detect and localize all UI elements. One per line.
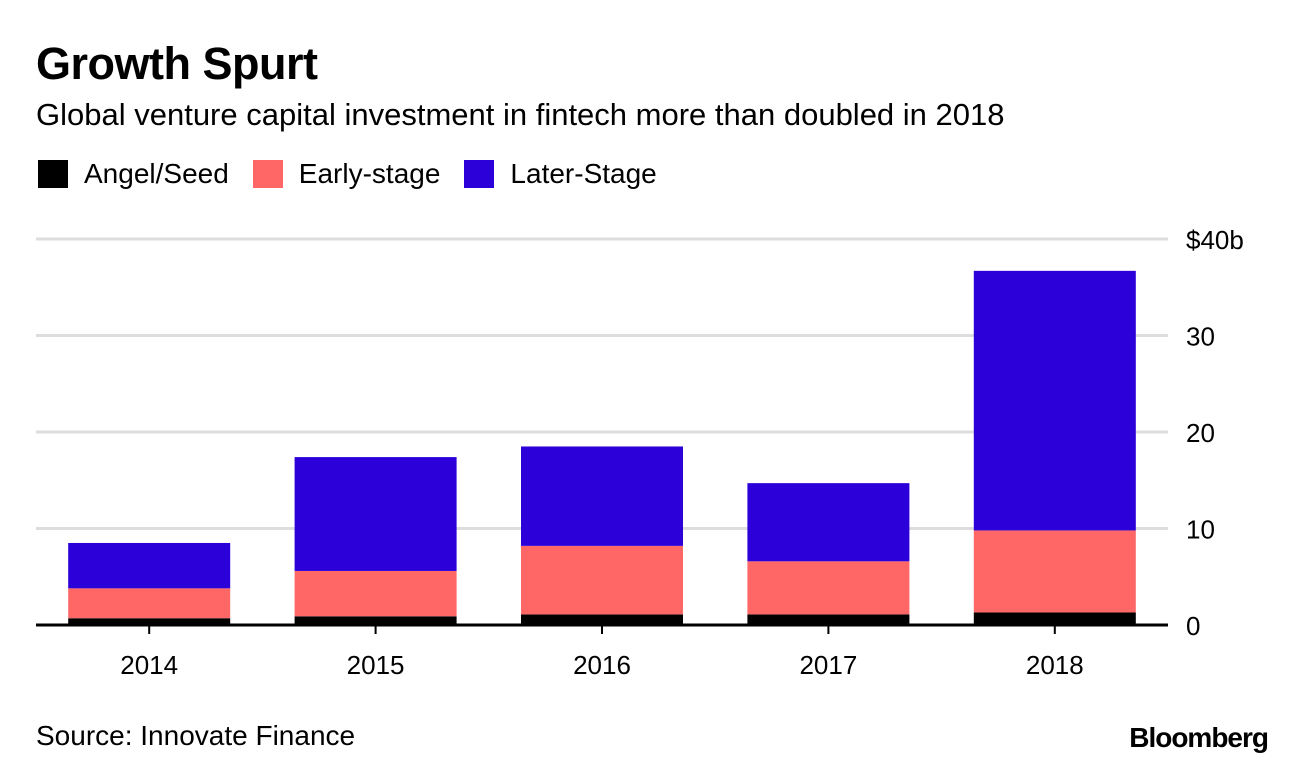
y-tick-label: $40b [1186,225,1244,255]
bar-later-stage-2017 [747,483,910,562]
y-tick-label: 0 [1186,611,1200,641]
bar-early-stage-2018 [973,530,1136,613]
y-tick-label: 30 [1186,322,1215,352]
bar-early-stage-2014 [68,588,231,619]
x-tick-label: 2015 [347,650,405,680]
bar-early-stage-2016 [521,545,683,615]
bar-angel-seed-2018 [973,612,1136,625]
axes: 0 10 20 30 $40b 2014 2015 2016 2017 2018 [36,225,1244,680]
x-tick-label: 2016 [573,650,631,680]
bar-later-stage-2018 [973,270,1136,531]
legend-label-angel-seed: Angel/Seed [84,158,229,189]
brand-logo: Bloomberg [1129,722,1269,753]
legend-label-early-stage: Early-stage [298,158,441,189]
bar-early-stage-2015 [294,570,457,617]
x-tick-label: 2017 [799,650,857,680]
bars [68,270,1136,625]
legend-label-later-stage: Later-Stage [510,158,657,189]
bar-angel-seed-2017 [747,614,910,625]
legend-swatch-angel-seed [38,160,68,188]
legend-swatch-early-stage [252,160,283,188]
chart-title: Growth Spurt [36,38,318,89]
y-tick-label: 20 [1186,418,1215,448]
bar-angel-seed-2014 [68,618,231,625]
legend-item-early-stage: Early-stage [252,156,441,192]
source-note: Source: Innovate Finance [36,720,356,751]
x-tick-label: 2018 [1026,650,1084,680]
bar-later-stage-2016 [521,446,683,546]
chart-subtitle: Global venture capital investment in fin… [36,97,1005,132]
bar-angel-seed-2016 [521,614,683,625]
bar-later-stage-2014 [68,542,231,589]
bar-early-stage-2017 [747,561,910,615]
legend-item-later-stage: Later-Stage [464,156,657,192]
chart-legend: Angel/Seed Early-stage Later-Stage [38,156,681,192]
bar-angel-seed-2015 [294,616,457,625]
bar-later-stage-2015 [294,457,457,571]
legend-item-angel-seed: Angel/Seed [38,156,229,192]
legend-swatch-later-stage [464,160,495,188]
x-tick-label: 2014 [120,650,178,680]
y-tick-label: 10 [1186,515,1215,545]
stacked-bar-chart: 0 10 20 30 $40b 2014 2015 2016 2017 2018 [36,225,1244,680]
